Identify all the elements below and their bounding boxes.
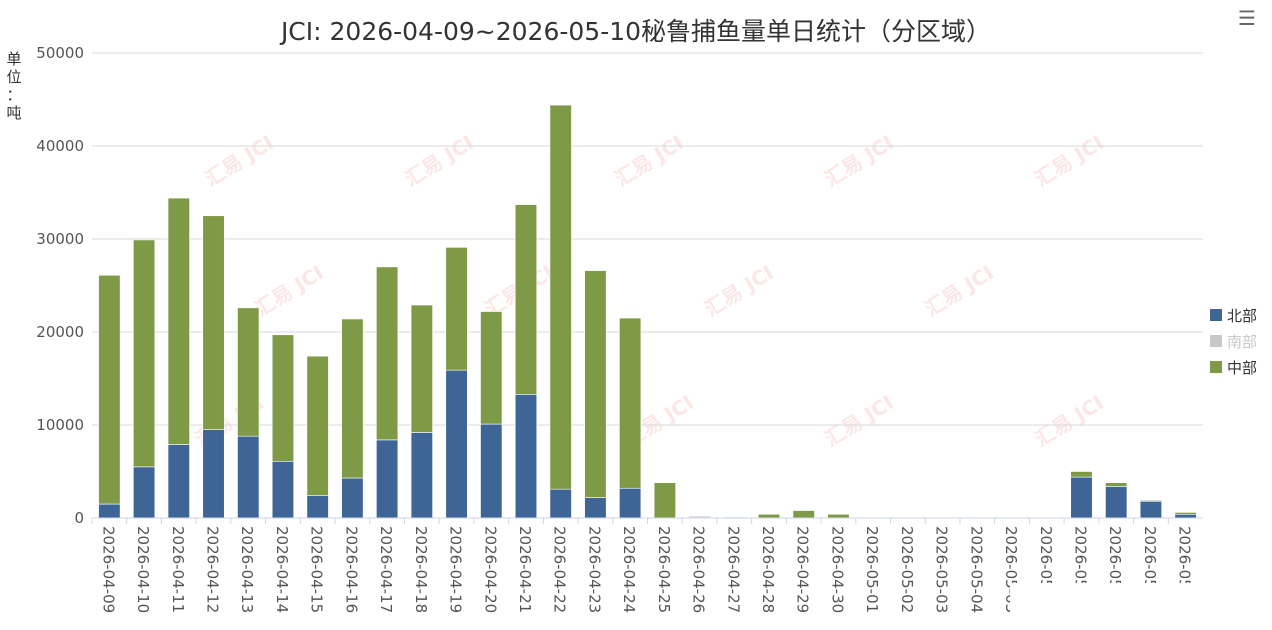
bar-segment-north (1070, 476, 1093, 519)
bar-segment-central (480, 311, 503, 425)
bar-segment-central (792, 510, 815, 519)
bar-segment-north (1139, 500, 1162, 519)
bar-segment-north (584, 497, 607, 519)
x-tick-label: 2026-04-22 (551, 526, 569, 613)
x-tick-label: 2026-04-14 (273, 526, 291, 613)
bar-segment-north (98, 503, 121, 519)
bar-segment-north (1105, 486, 1128, 519)
x-tick-label: 2026-04-28 (759, 526, 777, 613)
bar-segment-central (584, 270, 607, 498)
x-tick-label: 2026-04-24 (620, 526, 638, 613)
y-tick-label: 20000 (36, 323, 84, 341)
legend-item-central[interactable]: 中部 (1210, 354, 1257, 380)
x-tick-label: 2026-04-11 (169, 526, 187, 613)
bar-segment-central (341, 318, 364, 479)
chart-title: JCI: 2026-04-09~2026-05-10秘鲁捕鱼量单日统计（分区域） (280, 17, 992, 46)
bar-segment-central (1139, 500, 1162, 502)
legend-item-south[interactable]: 南部 (1210, 328, 1257, 354)
x-tick-label: 2026-04-19 (447, 526, 465, 613)
x-tick-label: 2026-04-23 (585, 526, 603, 613)
x-tick-label: 2026-04-15 (308, 526, 326, 613)
y-tick-label: 10000 (36, 416, 84, 434)
x-tick-label: 2026-05-02 (898, 526, 916, 613)
bar-segment-central (376, 266, 399, 441)
bar-segment-central (98, 274, 121, 505)
bar-segment-central (549, 104, 572, 490)
unit-char: 位 (6, 68, 22, 86)
x-tick-label: 2026-05-04 (967, 526, 985, 613)
bottom-right-overlay (1010, 583, 1255, 613)
legend-swatch-south (1210, 335, 1222, 347)
bar-segment-north (445, 369, 468, 519)
legend-label-north: 北部 (1227, 306, 1258, 325)
bar-segment-central (757, 513, 781, 519)
bar-segment-central (202, 215, 225, 430)
bar-segment-north (202, 429, 225, 519)
legend-label-central: 中部 (1227, 358, 1258, 377)
bar-segment-central (445, 247, 468, 371)
bar-segment-north (514, 394, 538, 519)
bar-segment-central (1070, 471, 1093, 478)
x-tick-label: 2026-04-13 (238, 526, 256, 613)
bar-segment-central (514, 204, 538, 395)
x-tick-label: 2026-04-10 (134, 526, 152, 613)
x-tick-label: 2026-04-12 (204, 526, 222, 613)
bar-segment-north (480, 423, 503, 519)
bar-segment-north (619, 487, 642, 519)
legend-label-south: 南部 (1227, 332, 1258, 351)
unit-char: ： (6, 86, 22, 104)
bar-segment-north (271, 460, 295, 519)
bar-segment-north (549, 488, 572, 519)
x-tick-label: 2026-04-20 (481, 526, 499, 613)
y-tick-label: 30000 (36, 230, 84, 248)
x-tick-label: 2026-04-25 (655, 526, 673, 613)
bar-segment-central (306, 355, 329, 496)
bar-segment-north (237, 435, 260, 519)
bar-segment-north (133, 466, 156, 519)
unit-char: 单 (6, 50, 22, 68)
x-tick-label: 2026-04-21 (516, 526, 534, 613)
bar-segment-central (271, 334, 295, 462)
x-tick-label: 2026-04-16 (342, 526, 360, 613)
bar-segment-central (167, 197, 190, 445)
menu-icon[interactable]: ☰ (1238, 6, 1256, 30)
bar-segment-north (376, 439, 399, 519)
unit-char: 吨 (6, 104, 22, 122)
chart-legend: 北部 南部 中部 (1210, 302, 1257, 380)
bar-segment-central (1174, 512, 1197, 515)
x-tick-label: 2026-04-17 (377, 526, 395, 613)
legend-item-north[interactable]: 北部 (1210, 302, 1257, 328)
x-tick-label: 2026-04-30 (828, 526, 846, 613)
bar-segment-north (306, 495, 329, 519)
legend-swatch-north (1210, 309, 1222, 321)
bar-segment-north (1174, 513, 1197, 519)
y-tick-label: 40000 (36, 137, 84, 155)
x-tick-label: 2026-04-29 (794, 526, 812, 613)
x-tick-label: 2026-04-18 (412, 526, 430, 613)
bar-segment-central (1105, 482, 1128, 487)
legend-swatch-central (1210, 361, 1222, 373)
y-tick-label: 50000 (36, 44, 84, 62)
y-axis-unit-label: 单 位 ： 吨 (4, 50, 24, 122)
bar-segment-south (688, 516, 711, 518)
bar-segment-north (341, 477, 364, 519)
y-tick-label: 0 (74, 509, 84, 527)
bar-segment-central (237, 307, 260, 437)
bar-segment-central (410, 304, 433, 433)
bar-segment-north (167, 444, 190, 519)
x-tick-label: 2026-04-09 (99, 526, 117, 613)
bar-segment-north (410, 432, 433, 519)
bar-segment-central (653, 482, 676, 519)
bar-segment-central (133, 239, 156, 468)
x-tick-label: 2026-05-01 (863, 526, 881, 613)
bar-segment-central (619, 317, 642, 489)
x-tick-label: 2026-04-26 (690, 526, 708, 613)
x-tick-label: 2026-05-03 (933, 526, 951, 613)
bar-segment-central (827, 513, 850, 519)
x-tick-label: 2026-04-27 (724, 526, 742, 613)
